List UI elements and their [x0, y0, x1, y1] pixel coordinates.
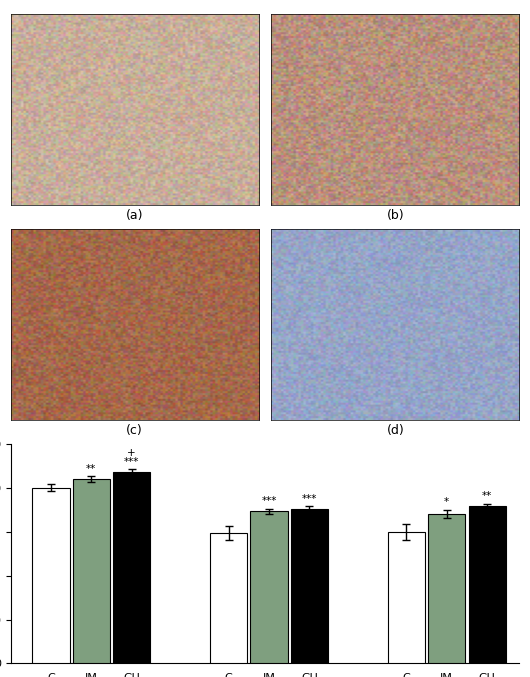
X-axis label: (d): (d): [386, 424, 404, 437]
X-axis label: (c): (c): [126, 424, 143, 437]
Bar: [32, 487, 69, 663]
X-axis label: (b): (b): [386, 209, 404, 222]
Bar: [469, 506, 506, 663]
Bar: [73, 479, 110, 663]
Bar: [210, 533, 247, 663]
Text: ***: ***: [302, 494, 317, 504]
Text: **: **: [86, 464, 96, 474]
Bar: [388, 531, 425, 663]
Bar: [251, 511, 288, 663]
Text: +: +: [127, 447, 136, 458]
Text: ***: ***: [124, 456, 139, 466]
Bar: [113, 472, 151, 663]
Text: ***: ***: [261, 496, 277, 506]
Text: **: **: [482, 491, 492, 501]
X-axis label: (a): (a): [126, 209, 144, 222]
Bar: [291, 509, 328, 663]
Bar: [428, 514, 465, 663]
Text: *: *: [444, 497, 449, 507]
